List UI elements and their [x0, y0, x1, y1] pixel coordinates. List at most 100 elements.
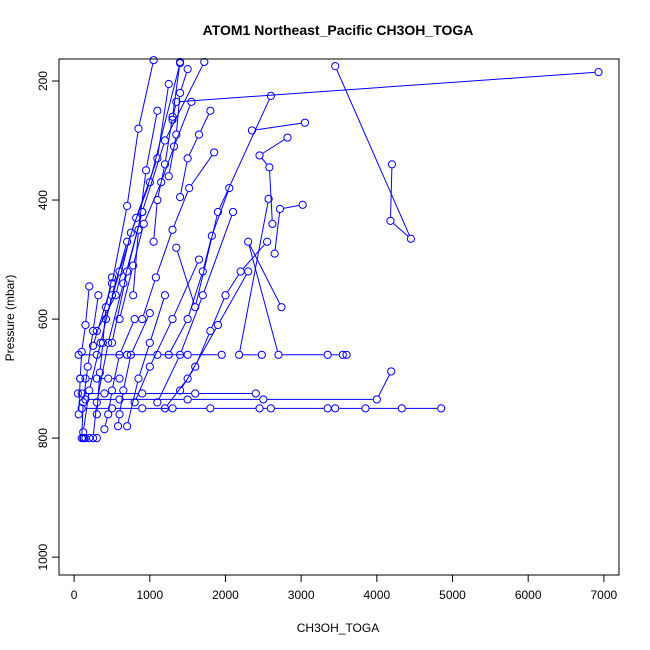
data-point: [107, 386, 117, 395]
data-point: [200, 57, 209, 67]
x-tick-label: 4000: [363, 588, 390, 602]
data-point: [386, 216, 395, 225]
data-point: [331, 404, 340, 413]
series-segment: [390, 168, 393, 217]
data-point: [104, 338, 113, 347]
data-point: [361, 404, 370, 413]
data-point: [145, 309, 154, 318]
series-32: [149, 57, 185, 246]
series-6: [244, 237, 351, 359]
data-point: [300, 118, 310, 127]
data-point: [172, 97, 181, 106]
x-tick-label: 2000: [212, 588, 239, 602]
data-point: [115, 314, 124, 324]
series-21: [74, 282, 94, 419]
data-point: [145, 362, 154, 371]
series-segment: [188, 275, 203, 316]
data-point: [151, 273, 160, 282]
series-segment: [151, 322, 172, 364]
series-segment: [112, 209, 127, 280]
data-point: [217, 350, 226, 359]
data-point: [160, 160, 170, 169]
series-segment: [108, 394, 112, 411]
series-4: [270, 200, 307, 258]
data-point: [244, 237, 253, 246]
series-segment: [219, 274, 247, 322]
series-segment: [83, 394, 90, 429]
series-15: [175, 237, 272, 395]
series-segment: [177, 251, 195, 304]
data-point: [172, 130, 181, 139]
series-segment: [96, 376, 101, 411]
data-point: [175, 386, 185, 395]
series-segment: [165, 120, 173, 161]
data-point: [157, 178, 166, 187]
data-point: [83, 362, 92, 371]
series-segment: [85, 290, 90, 322]
data-point: [79, 398, 88, 407]
data-point: [164, 79, 173, 89]
data-point: [92, 398, 101, 407]
series-segment: [119, 394, 124, 411]
data-point: [149, 237, 158, 246]
series-16: [81, 367, 396, 404]
series-segment: [106, 281, 112, 304]
data-point: [138, 314, 147, 324]
data-point: [115, 395, 124, 404]
data-point: [283, 133, 292, 142]
data-point: [107, 273, 117, 282]
data-point: [79, 428, 88, 437]
y-tick-label: 400: [36, 190, 50, 210]
data-point: [194, 130, 204, 139]
series-35: [129, 106, 162, 300]
y-tick-label: 600: [36, 309, 50, 329]
series-segment: [112, 245, 127, 292]
data-point: [183, 374, 192, 383]
data-point: [213, 207, 223, 217]
series-26: [113, 309, 154, 431]
data-point: [236, 267, 245, 276]
data-point: [183, 314, 192, 324]
data-point: [265, 163, 274, 172]
series-30: [160, 267, 253, 413]
series-segment: [120, 269, 133, 316]
data-point: [194, 255, 204, 264]
series-segment: [79, 355, 82, 375]
series-segment: [181, 298, 202, 352]
data-point: [164, 172, 173, 181]
data-point: [119, 386, 128, 395]
data-point: [123, 237, 132, 246]
series-segment: [180, 71, 595, 103]
series-25: [100, 314, 139, 434]
data-point: [244, 267, 253, 276]
data-point: [123, 422, 132, 431]
series-17: [77, 404, 446, 413]
series-12: [115, 97, 196, 324]
x-tick-label: 1000: [136, 588, 163, 602]
series-segment: [189, 328, 217, 376]
series-segment: [157, 168, 165, 197]
series-segment: [135, 370, 149, 399]
data-point: [85, 386, 94, 395]
series-23: [79, 237, 132, 437]
series-7: [172, 91, 275, 312]
data-point: [104, 374, 113, 383]
data-point: [94, 291, 103, 300]
series-segment: [127, 132, 139, 203]
series-5: [235, 194, 273, 359]
data-point: [175, 57, 185, 67]
data-point: [228, 207, 238, 217]
series-28: [130, 255, 204, 407]
data-point: [73, 389, 83, 398]
x-axis-label: CH3OH_TOGA: [297, 621, 379, 635]
data-point: [130, 398, 139, 407]
data-point: [168, 115, 177, 124]
data-point: [225, 184, 234, 193]
data-point: [126, 350, 135, 359]
series-segment: [132, 316, 149, 352]
series-segment: [157, 87, 169, 155]
data-point: [138, 207, 147, 217]
data-point: [338, 350, 347, 359]
data-point: [153, 398, 162, 407]
